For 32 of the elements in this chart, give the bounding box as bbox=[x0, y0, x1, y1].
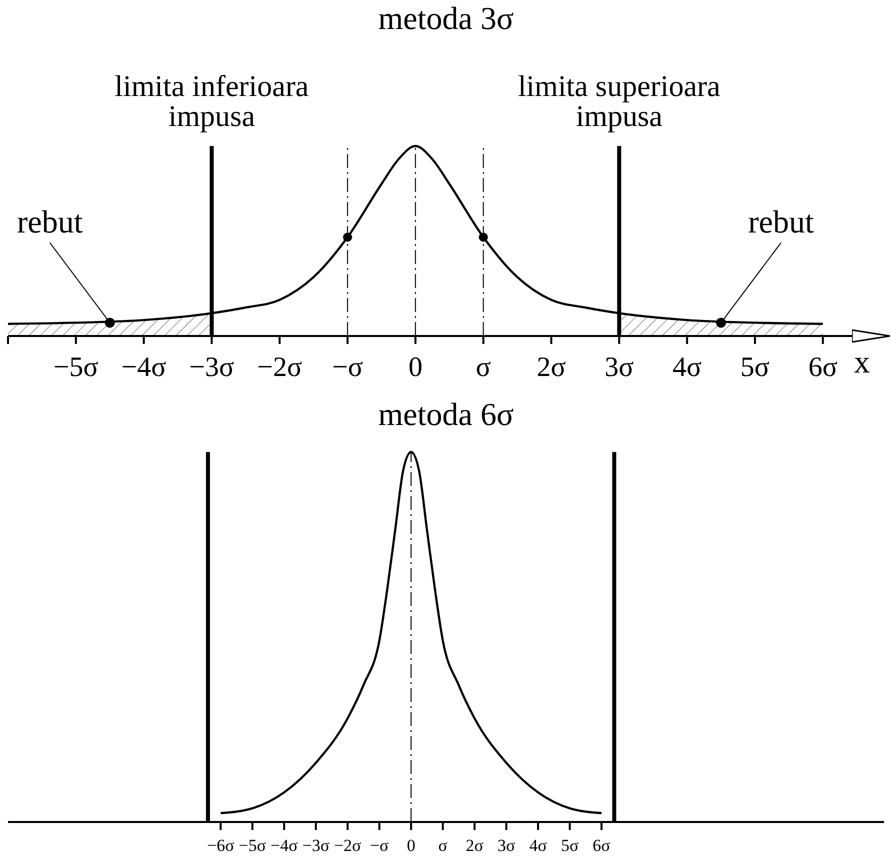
x-tick-label: 0 bbox=[406, 836, 416, 855]
x-tick-label: −σ bbox=[370, 836, 389, 855]
x-tick-label: σ bbox=[476, 352, 491, 383]
x-tick-label: 4σ bbox=[672, 352, 702, 383]
ref-line-label: limita superioara impusa bbox=[518, 70, 720, 133]
x-tick-label: −3σ bbox=[302, 836, 330, 855]
x-tick-label: 4σ bbox=[529, 836, 547, 855]
x-tick-label: −5σ bbox=[238, 836, 266, 855]
x-tick-label: 6σ bbox=[808, 352, 838, 383]
x-tick-label: −σ bbox=[332, 352, 363, 383]
x-tick-label: σ bbox=[438, 836, 448, 855]
ref-line-label: limita inferioara impusa bbox=[114, 70, 309, 133]
x-tick-label: 6σ bbox=[592, 836, 610, 855]
annotation: rebut bbox=[748, 204, 814, 240]
chart-title: metoda 6σ bbox=[377, 396, 515, 432]
x-tick-label: 3σ bbox=[497, 836, 516, 855]
x-tick-label: −5σ bbox=[53, 352, 98, 383]
x-tick-label: 2σ bbox=[536, 352, 566, 383]
x-tick-label: −3σ bbox=[189, 352, 234, 383]
x-tick-label: −2σ bbox=[257, 352, 302, 383]
chart-title: metoda 3σ bbox=[377, 0, 515, 36]
x-tick-label: 3σ bbox=[604, 352, 634, 383]
x-tick-label: −2σ bbox=[334, 836, 362, 855]
annotation: rebut bbox=[16, 204, 83, 240]
x-tick-label: −4σ bbox=[270, 836, 298, 855]
x-tick-label: 5σ bbox=[560, 836, 579, 855]
x-tick-label: −6σ bbox=[207, 836, 234, 855]
x-tick-label: 2σ bbox=[466, 836, 484, 855]
x-axis-title: x bbox=[854, 344, 870, 380]
x-tick-label: 5σ bbox=[740, 352, 770, 383]
x-tick-label: −4σ bbox=[121, 352, 166, 383]
x-tick-label: 0 bbox=[408, 352, 422, 383]
